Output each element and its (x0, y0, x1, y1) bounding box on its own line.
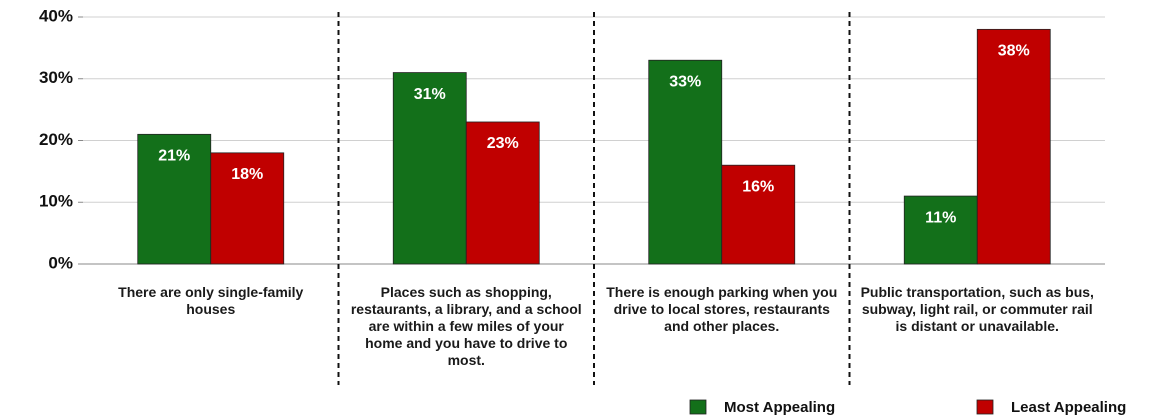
legend-swatch (689, 399, 707, 415)
legend-label: Least Appealing (1011, 399, 1126, 416)
y-tick-label: 0% (48, 253, 73, 272)
data-label: 38% (998, 43, 1030, 60)
legend-label: Most Appealing (724, 399, 835, 416)
data-label: 16% (742, 178, 774, 195)
x-tick-label: There is enough parking when you drive t… (606, 284, 838, 334)
bar (648, 59, 723, 265)
data-label: 18% (231, 166, 263, 183)
x-tick-label: Places such as shopping, restaurants, a … (350, 284, 582, 368)
data-label: 33% (669, 73, 701, 90)
bar (392, 72, 467, 265)
bar (903, 195, 978, 265)
x-tick-label: Public transportation, such as bus, subw… (860, 284, 1094, 334)
bar (210, 152, 285, 265)
y-tick-label: 20% (39, 130, 73, 149)
y-tick-label: 40% (39, 6, 73, 25)
x-tick-label: There are only single-family houses (118, 284, 304, 317)
data-label: 11% (925, 209, 956, 226)
data-label: 23% (487, 135, 519, 152)
legend-swatch (976, 399, 994, 415)
y-tick-label: 30% (39, 68, 73, 87)
bar (721, 164, 796, 265)
bar (465, 121, 540, 265)
bar (976, 28, 1051, 265)
data-label: 21% (158, 148, 190, 165)
y-tick-label: 10% (39, 192, 73, 211)
bar (137, 133, 212, 265)
data-label: 31% (414, 86, 446, 103)
